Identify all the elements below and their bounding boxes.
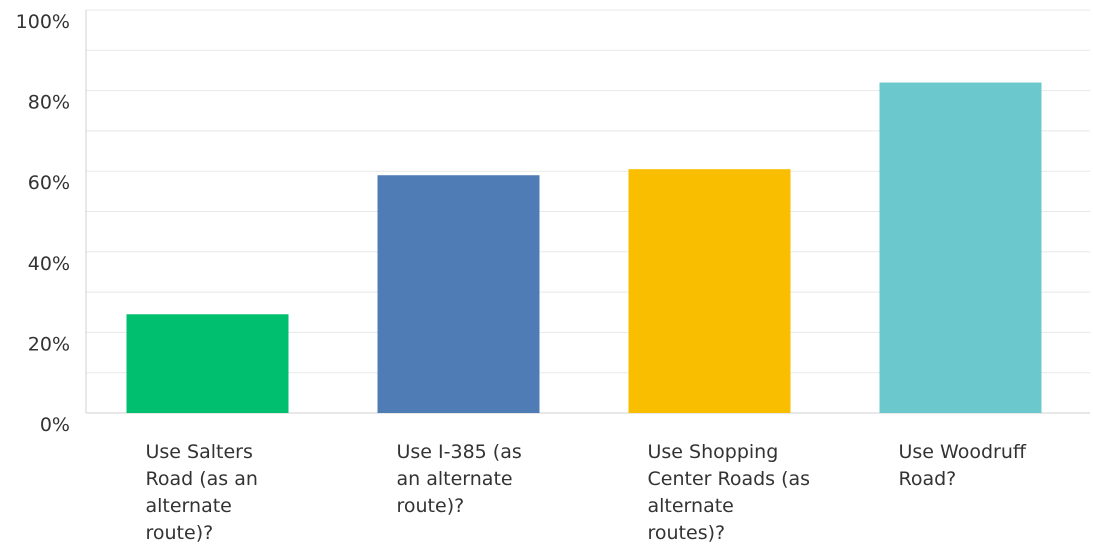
x-category-label: Use Salters Road (as an alternate route)?: [146, 441, 258, 544]
y-axis-tick-labels: 0% 20% 40% 60% 80% 100%: [16, 11, 70, 436]
x-category-label-line: alternate: [648, 495, 734, 517]
y-tick-label: 0%: [40, 414, 70, 436]
y-tick-label: 60%: [28, 172, 70, 194]
x-category-label-line: Road (as an: [146, 468, 258, 490]
y-tick-label: 40%: [28, 253, 70, 275]
x-category-label-line: Use I-385 (as: [397, 441, 522, 463]
bar: [879, 82, 1042, 413]
x-category-label-line: Center Roads (as: [648, 468, 811, 490]
x-category-label-line: routes)?: [648, 522, 726, 544]
x-category-label-line: an alternate: [397, 468, 513, 490]
x-category-label-line: Road?: [899, 468, 957, 490]
x-category-label-line: route)?: [146, 522, 214, 544]
y-tick-label: 100%: [16, 11, 70, 33]
bar: [377, 175, 540, 413]
x-category-label-line: Use Woodruff: [899, 441, 1027, 463]
bar: [628, 169, 791, 413]
x-category-label: Use Woodruff Road?: [899, 441, 1027, 490]
y-tick-label: 80%: [28, 92, 70, 114]
x-category-label: Use Shopping Center Roads (as alternate rou…: [648, 441, 811, 544]
bar: [126, 314, 289, 413]
bars: [126, 82, 1042, 413]
x-category-label: Use I-385 (as an alternate route)?: [397, 441, 522, 517]
x-category-label-line: Use Salters: [146, 441, 253, 463]
y-tick-label: 20%: [28, 333, 70, 355]
x-category-label-line: route)?: [397, 495, 465, 517]
x-category-label-line: alternate: [146, 495, 232, 517]
x-category-label-line: Use Shopping: [648, 441, 779, 463]
